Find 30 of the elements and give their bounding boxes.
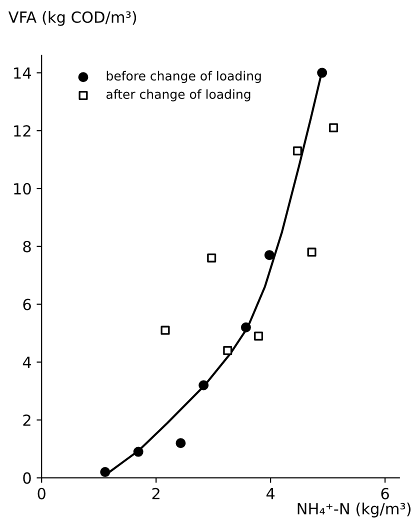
y-tick-label: 4 — [22, 356, 32, 368]
point — [176, 438, 186, 448]
y-axis-title: VFA (kg COD/m³) — [8, 11, 136, 26]
point — [133, 446, 144, 457]
point — [160, 326, 170, 335]
point — [264, 250, 274, 260]
x-tick-label: 0 — [38, 488, 46, 500]
y-tick-label: 8 — [23, 240, 31, 252]
y-tick-label: 12 — [14, 125, 30, 136]
point — [307, 248, 316, 257]
point — [100, 467, 110, 478]
x-tick-label: 2 — [152, 488, 160, 500]
y-tick-label: 2 — [23, 414, 30, 426]
y-tick-label: 6 — [23, 298, 31, 310]
x-tick-label: 4 — [266, 488, 275, 500]
point — [198, 380, 209, 390]
x-tick-label: 6 — [381, 488, 389, 500]
y-tick-label: 10 — [14, 182, 31, 195]
point — [240, 322, 251, 332]
legend-label: before change of loading — [106, 70, 261, 84]
point — [223, 346, 232, 356]
point — [329, 123, 338, 132]
point — [292, 146, 302, 156]
point — [254, 332, 264, 341]
point — [317, 68, 328, 78]
x-axis-title: NH₄⁺-N (kg/m³) — [298, 502, 411, 518]
y-tick-label: 14 — [14, 67, 32, 79]
point — [207, 253, 216, 262]
legend-label: after change of loading — [106, 89, 250, 102]
y-tick-label: 0 — [23, 472, 31, 484]
